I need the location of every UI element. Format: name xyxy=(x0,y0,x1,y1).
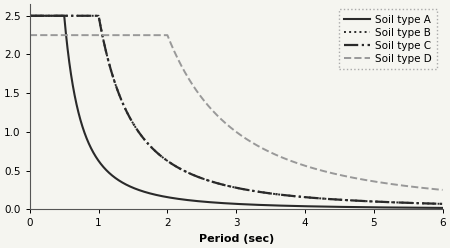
Soil type A xyxy=(274,204,280,207)
Soil type B xyxy=(185,171,190,174)
Soil type C xyxy=(27,14,32,17)
Soil type B xyxy=(274,193,280,196)
Line: Soil type D: Soil type D xyxy=(30,35,442,190)
Soil type D xyxy=(296,162,301,165)
Soil type B xyxy=(102,45,108,48)
Soil type C xyxy=(366,200,372,203)
Soil type B xyxy=(440,202,445,205)
Soil type C xyxy=(274,193,280,196)
X-axis label: Period (sec): Period (sec) xyxy=(198,234,274,244)
Soil type D xyxy=(274,154,280,157)
Soil type A xyxy=(27,14,32,17)
Soil type D xyxy=(366,179,372,182)
Line: Soil type B: Soil type B xyxy=(30,16,442,204)
Soil type B xyxy=(27,14,32,17)
Soil type B xyxy=(335,198,341,201)
Soil type A xyxy=(102,167,108,170)
Soil type C xyxy=(296,195,301,198)
Soil type A xyxy=(185,199,190,202)
Soil type A xyxy=(296,205,301,208)
Soil type C xyxy=(440,202,445,205)
Soil type D xyxy=(335,173,341,176)
Soil type B xyxy=(296,195,301,198)
Soil type B xyxy=(366,200,372,203)
Soil type C xyxy=(102,45,108,48)
Soil type C xyxy=(185,171,190,174)
Soil type D xyxy=(27,34,32,37)
Legend: Soil type A, Soil type B, Soil type C, Soil type D: Soil type A, Soil type B, Soil type C, S… xyxy=(339,9,437,69)
Line: Soil type A: Soil type A xyxy=(30,16,442,208)
Soil type D xyxy=(185,75,190,78)
Soil type D xyxy=(102,34,108,37)
Soil type D xyxy=(440,188,445,191)
Soil type A xyxy=(440,206,445,209)
Line: Soil type C: Soil type C xyxy=(30,16,442,204)
Soil type A xyxy=(335,205,341,208)
Soil type C xyxy=(335,198,341,201)
Soil type A xyxy=(366,206,372,209)
